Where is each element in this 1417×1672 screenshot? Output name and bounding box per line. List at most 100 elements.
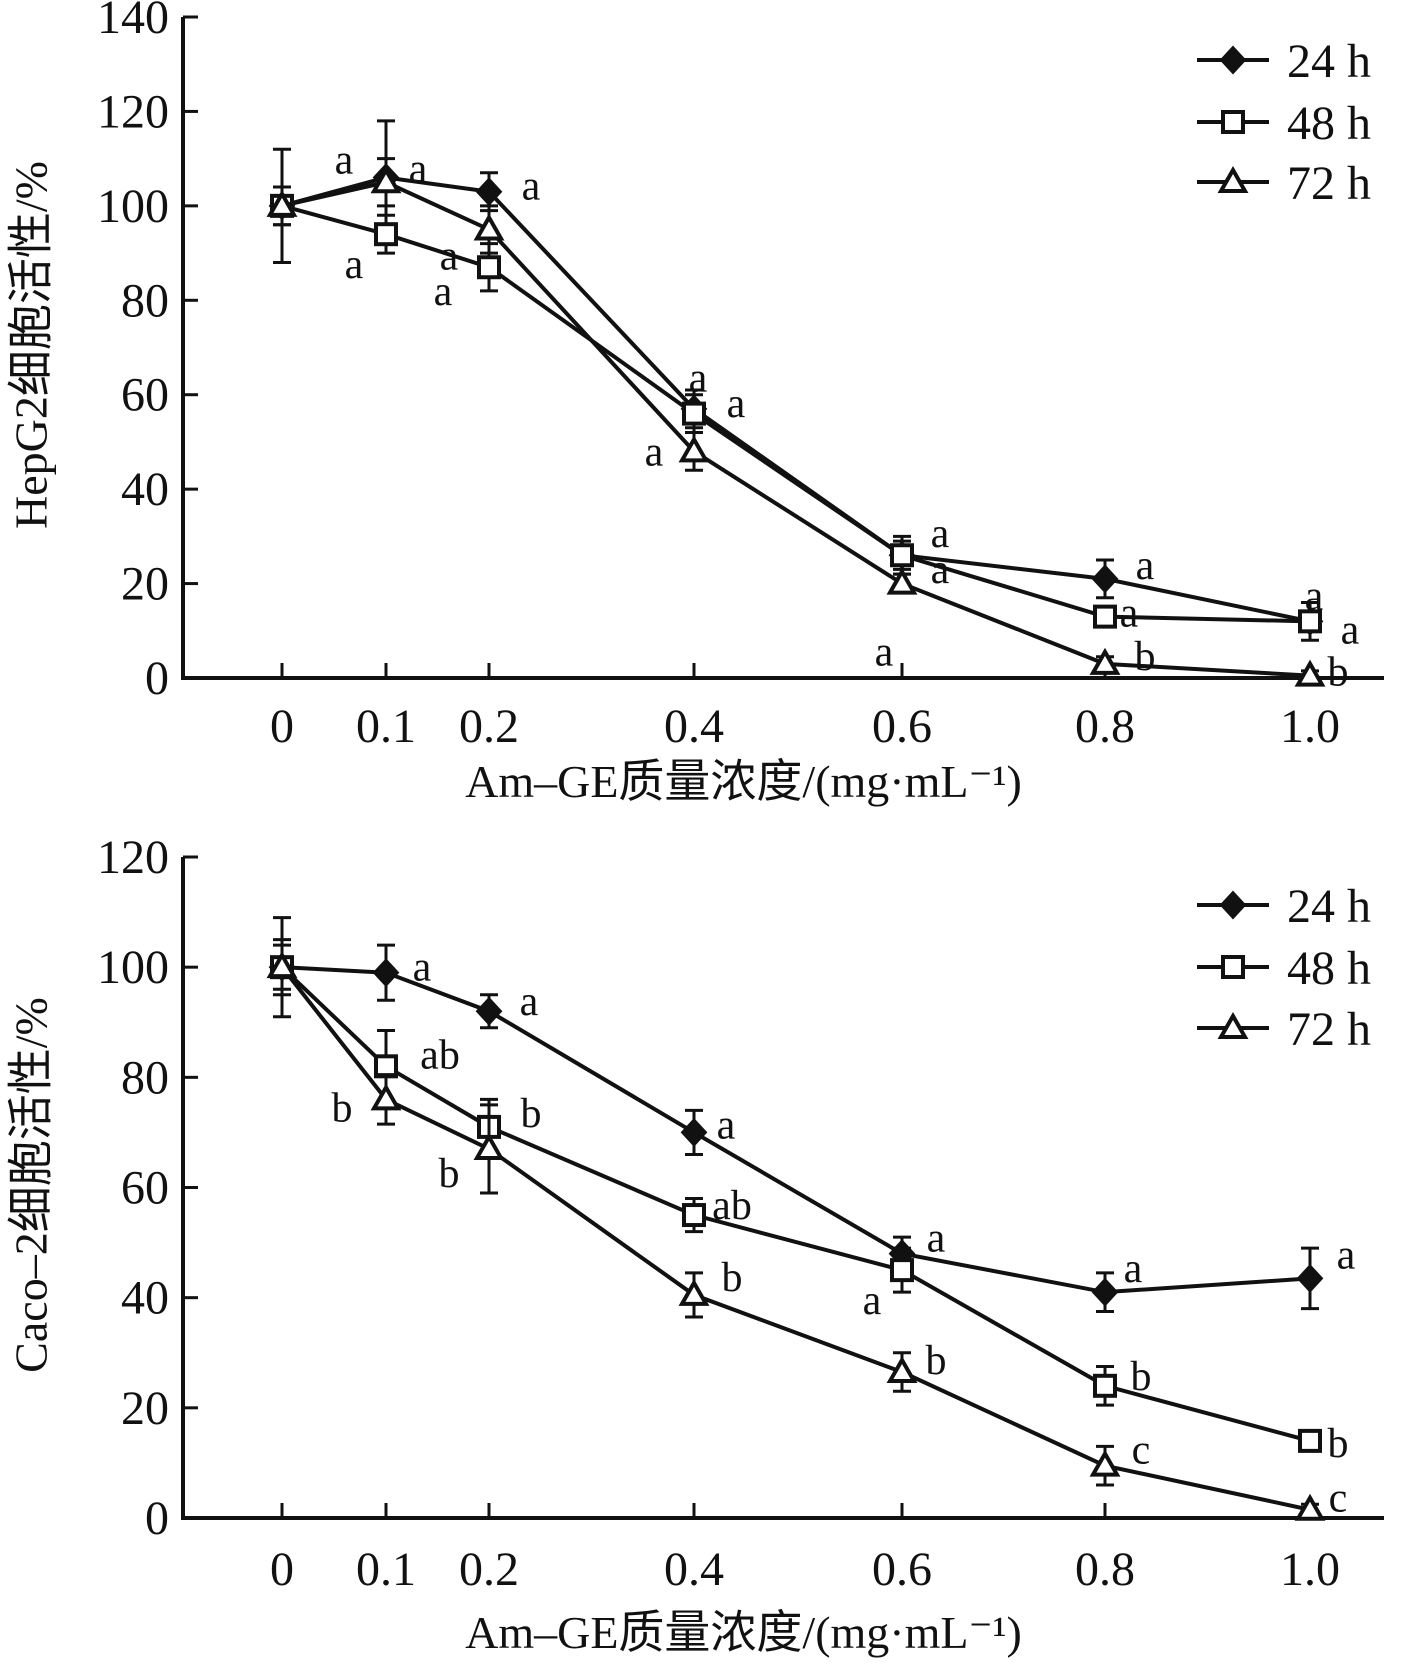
legend: 24 h 48 h 72 h — [1197, 880, 1371, 1056]
significance-label: a — [1305, 573, 1324, 619]
x-tick-label: 0.6 — [872, 1543, 932, 1596]
data-point-triangle-marker — [1089, 647, 1121, 675]
series-line — [281, 203, 1311, 624]
significance-label: c — [1132, 1428, 1151, 1474]
data-point-diamond-marker — [1091, 564, 1119, 594]
significance-label: c — [1329, 1476, 1348, 1522]
x-tick-label: 0 — [270, 1543, 294, 1596]
y-tick-label: 140 — [97, 0, 169, 44]
significance-label: ab — [712, 1183, 752, 1229]
x-tick-label: 0 — [270, 700, 294, 753]
significance-label: a — [645, 429, 664, 475]
y-tick-label: 0 — [145, 1492, 169, 1545]
significance-label: a — [717, 1102, 736, 1148]
data-point-square-marker — [890, 1258, 914, 1283]
legend-triangle-marker — [1217, 1011, 1249, 1039]
y-tick-label: 80 — [121, 1051, 169, 1104]
significance-label: a — [434, 269, 453, 315]
x-tick-label: 0.8 — [1075, 700, 1135, 753]
axes: 0 20 40 60 80 100 120 140 0 0.1 0.2 0.4 0.6 0.8 1.0 — [97, 0, 1384, 753]
data-point-triangle-marker — [473, 1132, 505, 1160]
legend-item: 48 h — [1197, 97, 1371, 150]
data-point-square-marker — [1298, 1428, 1322, 1453]
series-line — [281, 175, 1311, 624]
legend: 24 h 48 h 72 h — [1197, 35, 1371, 210]
significance-label: a — [522, 164, 541, 210]
legend-triangle-marker — [1217, 165, 1249, 193]
y-tick-label: 20 — [121, 1382, 169, 1435]
data-point-square-marker — [682, 1203, 706, 1228]
legend-item: 72 h — [1197, 157, 1371, 210]
y-tick-label: 20 — [121, 558, 169, 611]
x-tick-label: 0.6 — [872, 700, 932, 753]
data-point-triangle-marker — [266, 189, 298, 217]
data-point-triangle-marker — [266, 951, 298, 979]
significance-label: a — [727, 381, 746, 427]
y-tick-label: 40 — [121, 463, 169, 516]
x-tick-label: 0.8 — [1075, 1543, 1135, 1596]
x-tick-label: 1.0 — [1280, 700, 1340, 753]
data-point-triangle-marker — [1294, 1493, 1326, 1521]
x-tick-label: 1.0 — [1280, 1543, 1340, 1596]
y-tick-label: 60 — [121, 1162, 169, 1215]
y-tick-label: 100 — [97, 180, 169, 233]
data-point-square-marker — [1298, 609, 1322, 634]
significance-label: a — [1124, 1246, 1143, 1292]
significance-label: a — [409, 146, 428, 192]
significance-label: b — [439, 1151, 460, 1197]
significance-label: a — [931, 547, 950, 593]
series-line — [281, 180, 1311, 678]
legend-label: 48 h — [1287, 97, 1371, 150]
data-point-diamond-marker — [1091, 1277, 1119, 1307]
y-tick-label: 100 — [97, 941, 169, 994]
significance-label: a — [440, 233, 459, 279]
data-point-triangle-marker — [678, 435, 710, 463]
legend-item: 24 h — [1197, 35, 1371, 88]
y-tick-label: 80 — [121, 274, 169, 327]
legend-label: 72 h — [1287, 157, 1371, 210]
significance-label: a — [1341, 607, 1360, 653]
significance-label: a — [689, 356, 708, 402]
legend-square-marker — [1221, 955, 1245, 979]
y-axis-title: HepG2细胞活性/% — [6, 161, 57, 529]
significance-label: a — [413, 945, 432, 991]
legend-item: 48 h — [1197, 942, 1371, 995]
significance-label: b — [722, 1255, 743, 1301]
data-point-triangle-marker — [370, 1083, 402, 1111]
y-axis-title: Caco–2细胞活性/% — [6, 997, 57, 1373]
y-tick-label: 0 — [145, 652, 169, 705]
data-point-triangle-marker — [886, 1355, 918, 1384]
significance-label: a — [863, 1278, 882, 1324]
legend-diamond-marker — [1219, 890, 1247, 920]
significance-label: a — [1337, 1232, 1356, 1278]
x-axis-title: Am–GE质量浓度/(mg·mL⁻¹) — [465, 756, 1022, 807]
data-point-triangle-marker — [886, 567, 918, 595]
significance-label: a — [1120, 591, 1139, 637]
x-tick-label: 0.1 — [356, 700, 416, 753]
data-point-square-marker — [890, 543, 914, 568]
chart-panel-2: 0 20 40 60 80 100 120 0 0.1 0.2 0.4 0.6 0.8 1.0 Caco–2… — [6, 831, 1384, 1658]
legend-label: 72 h — [1287, 1003, 1371, 1056]
data-point-triangle-marker — [1089, 1449, 1121, 1477]
data-point-square-marker — [1093, 604, 1117, 629]
data-point-triangle-marker — [678, 1278, 710, 1306]
chart-panel-1: 0 20 40 60 80 100 120 140 0 0.1 0.2 0.4 0.6 0.8 1.0 Hep… — [6, 0, 1384, 807]
y-tick-label: 40 — [121, 1272, 169, 1325]
x-axis-title: Am–GE质量浓度/(mg·mL⁻¹) — [465, 1607, 1022, 1658]
legend-label: 48 h — [1287, 942, 1371, 995]
data-point-triangle-marker — [1294, 659, 1326, 687]
x-tick-label: 0.4 — [664, 1543, 724, 1596]
significance-label: a — [927, 1216, 946, 1262]
y-tick-label: 60 — [121, 369, 169, 422]
x-tick-label: 0.4 — [664, 700, 724, 753]
legend-diamond-marker — [1219, 45, 1247, 75]
axes: 0 20 40 60 80 100 120 0 0.1 0.2 0.4 0.6 0.8 1.0 — [97, 831, 1384, 1596]
data-point-diamond-marker — [475, 996, 503, 1026]
x-tick-label: 0.2 — [459, 700, 519, 753]
